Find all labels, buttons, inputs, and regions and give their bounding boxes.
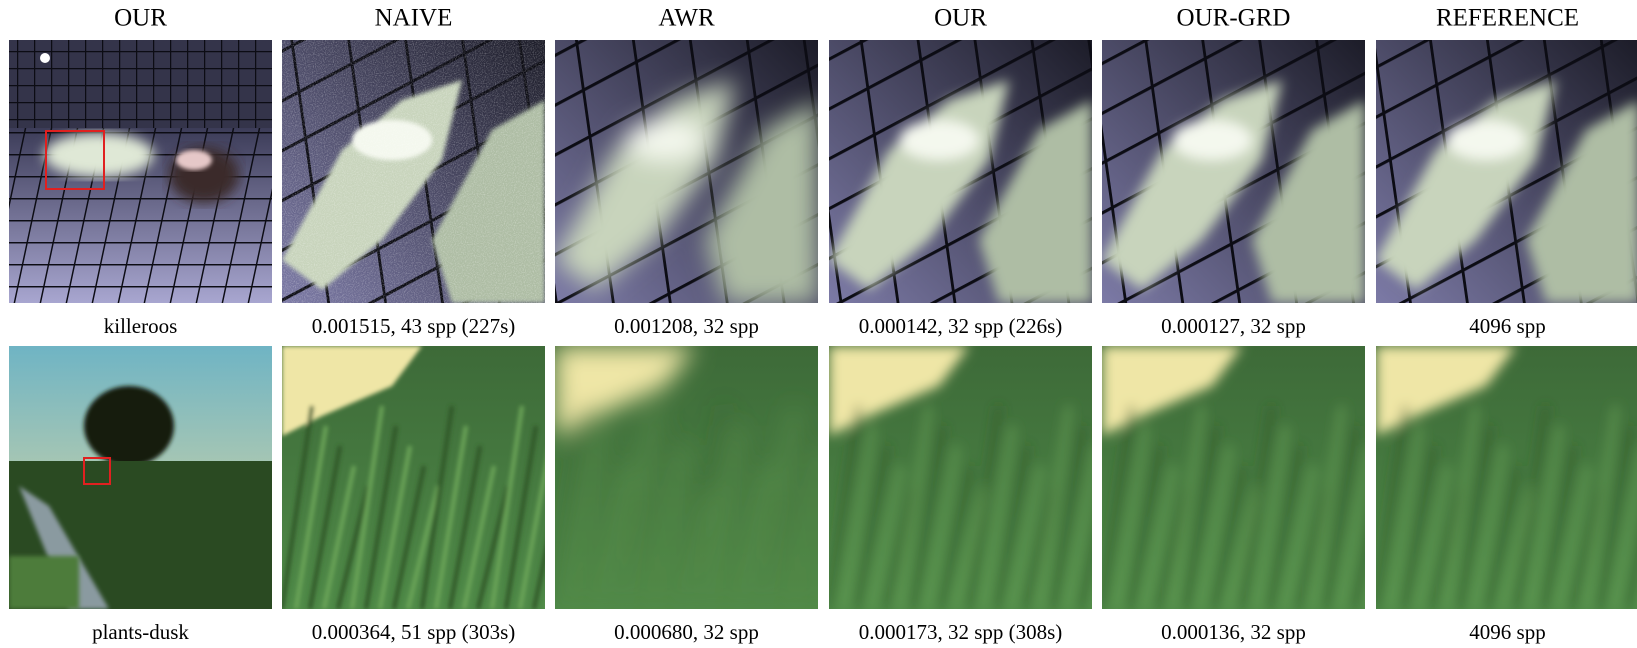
- image-panel: [1376, 346, 1637, 609]
- image-panel: [1376, 40, 1637, 303]
- error-caption: 0.001515, 43 spp (227s): [312, 314, 516, 338]
- column-header: AWR: [658, 5, 715, 32]
- image-panel: [1102, 40, 1365, 303]
- image-panel: [282, 346, 578, 609]
- error-caption: 0.000680, 32 spp: [614, 620, 759, 644]
- image-panel: [555, 40, 818, 303]
- image-panel: [9, 40, 272, 303]
- error-caption: 0.000127, 32 spp: [1161, 314, 1306, 338]
- error-caption: 0.000136, 32 spp: [1161, 620, 1306, 644]
- error-caption: 0.001208, 32 spp: [614, 314, 759, 338]
- column-header: OUR: [114, 5, 167, 32]
- column-header: NAIVE: [375, 5, 453, 32]
- image-panel: [1102, 346, 1398, 609]
- error-caption: 4096 spp: [1469, 620, 1545, 644]
- image-panel: [282, 40, 545, 303]
- scene-name: killeroos: [104, 314, 178, 338]
- image-panel: [829, 346, 1125, 609]
- image-panel: [829, 40, 1092, 303]
- error-caption: 0.000173, 32 spp (308s): [859, 620, 1063, 644]
- error-caption: 4096 spp: [1469, 314, 1545, 338]
- scene-name: plants-dusk: [92, 620, 189, 644]
- column-header: OUR: [934, 5, 987, 32]
- column-header: REFERENCE: [1436, 5, 1579, 32]
- image-panel: [9, 346, 272, 609]
- image-panel: [555, 346, 851, 609]
- error-caption: 0.000364, 51 spp (303s): [312, 620, 516, 644]
- error-caption: 0.000142, 32 spp (226s): [859, 314, 1063, 338]
- column-header: OUR-GRD: [1177, 5, 1291, 32]
- figure: OUR NAIVE AWR OUR OUR-GRD REFERENCE killeroos 0…: [0, 0, 1637, 648]
